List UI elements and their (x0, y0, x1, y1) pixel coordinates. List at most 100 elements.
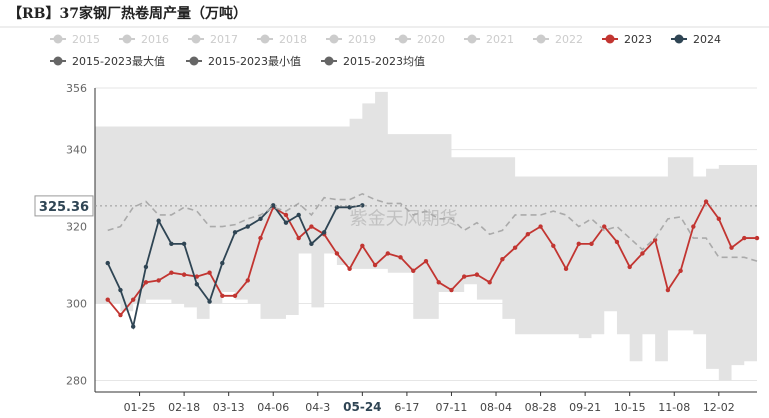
data-point-2023 (602, 224, 607, 229)
data-point-2023 (691, 224, 696, 229)
legend-item-2017[interactable]: 2017 (188, 33, 238, 46)
data-point-2023 (474, 272, 480, 277)
data-point-2023 (449, 287, 454, 293)
data-point-2023 (538, 224, 543, 229)
chart-title: 【RB】37家钢厂热卷周产量（万吨） (8, 6, 247, 22)
data-point-2024 (130, 324, 136, 329)
data-point-2023 (194, 274, 200, 279)
data-point-2023 (576, 241, 581, 247)
data-point-2023 (423, 258, 429, 264)
data-point-2023 (258, 235, 263, 241)
data-point-2024 (143, 264, 149, 270)
x-tick-label: 09-21 (569, 401, 601, 414)
data-point-2023 (729, 245, 734, 250)
legend-item-stat-0[interactable]: 2015-2023最大值 (50, 54, 165, 68)
data-point-2023 (742, 235, 747, 241)
legend-circle-icon (53, 56, 63, 66)
data-point-2024 (220, 260, 225, 266)
data-point-2023 (512, 245, 518, 250)
legend-item-2021[interactable]: 2021 (464, 33, 514, 46)
data-point-2023 (143, 280, 149, 285)
y-tick-label: 340 (66, 144, 87, 157)
legend-label: 2024 (693, 33, 721, 46)
legend-item-2018[interactable]: 2018 (257, 33, 307, 46)
x-tick-label: 08-28 (525, 401, 557, 414)
legend-label: 2015 (72, 33, 100, 46)
data-point-2024 (271, 203, 276, 208)
data-point-2024 (296, 212, 301, 218)
data-point-2023 (461, 274, 467, 279)
legend-item-2023[interactable]: 2023 (602, 33, 652, 46)
legend-item-2015[interactable]: 2015 (50, 33, 100, 46)
data-point-2024 (207, 299, 212, 304)
x-tick-label: 12-02 (703, 401, 735, 414)
legend-item-stat-2[interactable]: 2015-2023均值 (321, 55, 425, 68)
data-point-2023 (678, 268, 683, 273)
data-point-2023 (130, 297, 136, 302)
x-tick-label: 11-08 (658, 401, 690, 414)
data-point-2024 (321, 230, 327, 235)
data-point-2023 (614, 239, 620, 245)
legend-label: 2023 (624, 33, 652, 46)
data-point-2023 (207, 270, 212, 275)
data-point-2024 (258, 216, 263, 222)
legend-item-stat-1[interactable]: 2015-2023最小值 (186, 55, 301, 68)
data-point-2024 (105, 260, 110, 266)
legend-circle-icon (53, 34, 63, 44)
x-tick-label: 6-17 (394, 401, 419, 414)
legend-label: 2015-2023最小值 (208, 55, 301, 68)
legend-circle-icon (324, 56, 334, 66)
legend-item-2024[interactable]: 2024 (671, 33, 721, 46)
data-point-2023 (500, 257, 505, 262)
data-point-2023 (627, 264, 632, 270)
legend-circle-icon (122, 34, 132, 44)
data-point-2024 (360, 203, 365, 208)
legend-label: 2016 (141, 33, 169, 46)
data-point-2023 (436, 280, 441, 285)
data-point-2023 (385, 251, 391, 256)
legend-item-2020[interactable]: 2020 (395, 33, 445, 46)
data-point-2023 (105, 297, 110, 302)
data-point-2023 (220, 293, 225, 298)
legend-circle-icon (189, 56, 199, 66)
legend-circle-icon (260, 34, 270, 44)
y-tick-label: 300 (66, 297, 87, 310)
series-line-2015-2023均值 (107, 192, 758, 262)
legend-item-2019[interactable]: 2019 (326, 33, 376, 46)
data-point-2023 (156, 278, 161, 283)
data-point-2024 (156, 218, 161, 223)
x-tick-label: 01-25 (124, 401, 156, 414)
legend-item-2016[interactable]: 2016 (119, 33, 169, 46)
data-point-2023 (296, 235, 301, 241)
watermark-text: 紫金天风期货 (350, 209, 458, 230)
x-tick-label: 04-06 (257, 401, 289, 414)
data-point-2023 (589, 241, 594, 247)
data-point-2024 (118, 287, 123, 293)
crosshair-y-label: 325.36 (39, 200, 89, 215)
legend-circle-icon (536, 34, 546, 44)
legend-circle-icon (467, 34, 477, 44)
legend-item-2022[interactable]: 2022 (533, 33, 583, 46)
legend-label: 2019 (348, 33, 376, 46)
legend-circle-icon (674, 34, 684, 44)
data-point-2024 (245, 224, 250, 229)
data-point-2024 (181, 241, 187, 247)
data-point-2023 (245, 278, 250, 283)
data-point-2023 (754, 235, 760, 241)
x-tick-label: 04-3 (305, 401, 330, 414)
data-point-2023 (652, 237, 658, 243)
data-point-2023 (640, 251, 645, 256)
data-point-2023 (334, 251, 340, 256)
data-point-2024 (283, 220, 289, 225)
data-point-2023 (487, 280, 492, 285)
legend-label: 2015-2023最大值 (72, 54, 165, 68)
data-point-2023 (232, 293, 238, 298)
legend-circle-icon (605, 34, 615, 44)
crosshair-y-label-box (34, 195, 94, 217)
legend-label: 2018 (279, 33, 307, 46)
data-point-2024 (232, 230, 238, 235)
x-tick-label: 10-15 (614, 401, 646, 414)
data-point-2024 (169, 241, 174, 247)
data-point-2023 (716, 216, 722, 222)
